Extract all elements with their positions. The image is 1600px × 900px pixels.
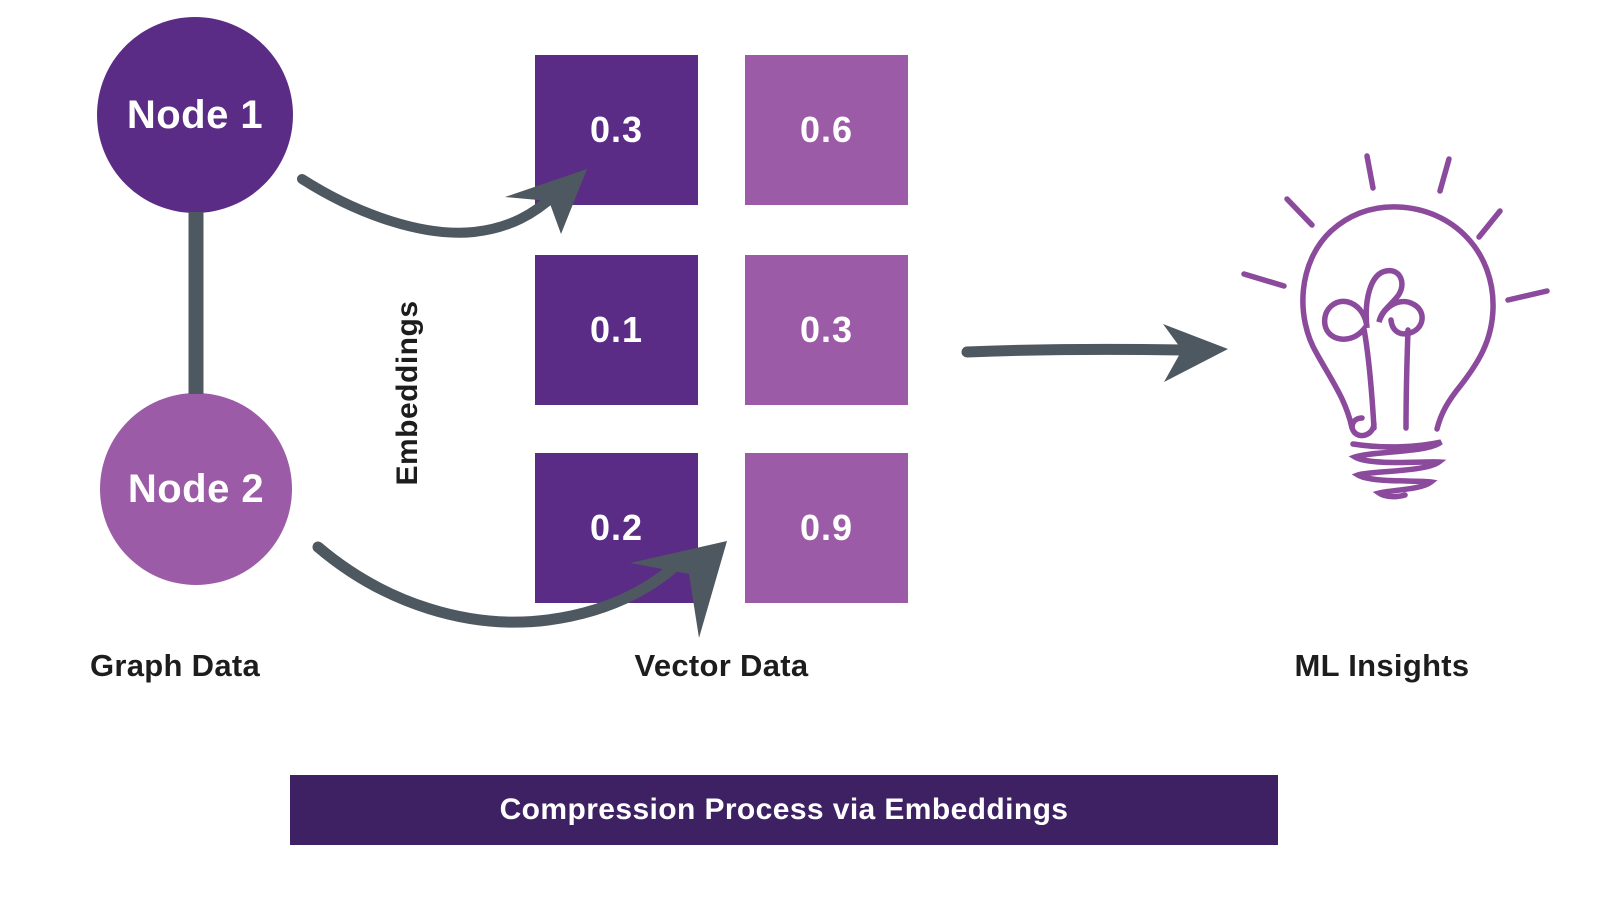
graph-node-2-label: Node 2 <box>127 466 265 511</box>
lightbulb-icon <box>1241 153 1550 500</box>
graph-node-1: Node 1 <box>97 17 293 213</box>
title-banner: Compression Process via Embeddings <box>290 775 1278 845</box>
vector-cell-value: 0.3 <box>799 309 854 350</box>
graph-data-caption: Graph Data <box>89 648 261 683</box>
ml-insights-caption: ML Insights <box>1294 648 1470 683</box>
vector-cell-value: 0.2 <box>589 507 644 548</box>
vector-cell-r2c1: 0.1 <box>535 255 698 405</box>
vector-cell-r3c2: 0.9 <box>745 453 908 603</box>
vector-cell-value: 0.6 <box>799 109 854 150</box>
vector-cell-value: 0.9 <box>799 507 854 548</box>
vector-cell-r1c2: 0.6 <box>745 55 908 205</box>
vector-data-caption: Vector Data <box>634 648 809 683</box>
vector-cell-r1c1: 0.3 <box>535 55 698 205</box>
graph-node-1-label: Node 1 <box>126 92 264 137</box>
vector-cell-value: 0.3 <box>589 109 644 150</box>
vector-cell-value: 0.1 <box>589 309 644 350</box>
vector-to-insights-arrow-icon <box>961 324 1228 382</box>
embeddings-axis-label: Embeddings <box>391 300 424 486</box>
graph-node-2: Node 2 <box>100 393 292 585</box>
lightbulb-rays-icon <box>1241 153 1550 303</box>
title-banner-label: Compression Process via Embeddings <box>499 793 1069 826</box>
vector-cell-r3c1: 0.2 <box>535 453 698 603</box>
vector-cell-r2c2: 0.3 <box>745 255 908 405</box>
